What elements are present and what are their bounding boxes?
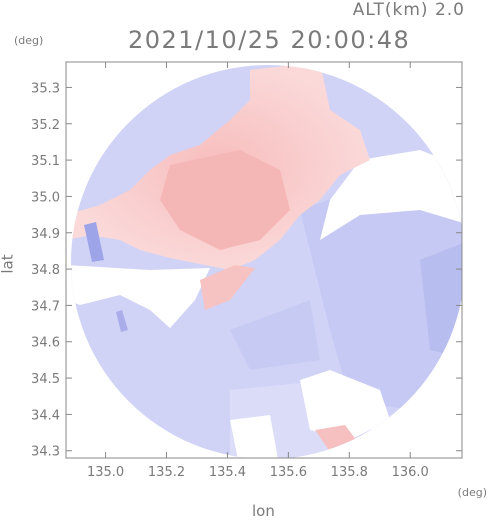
no-data-region xyxy=(230,415,280,458)
strong-negative-velocity-region xyxy=(116,310,128,332)
x-tick-label: 136.0 xyxy=(392,465,429,480)
strong-positive-velocity-region xyxy=(160,150,290,250)
y-tick-label: 34.6 xyxy=(31,336,60,351)
y-tick-label: 34.8 xyxy=(31,263,60,278)
negative-velocity-region xyxy=(230,300,320,370)
y-axis-ticks: 34.3 34.4 34.5 34.6 34.7 34.8 34.9 35.0 35.1 35.2… xyxy=(31,81,462,460)
radar-field xyxy=(71,65,462,458)
no-data-region xyxy=(320,150,462,240)
x-tick-label: 135.6 xyxy=(270,465,307,480)
x-axis-label: lon xyxy=(252,502,275,520)
y-tick-label: 34.3 xyxy=(31,445,60,460)
y-tick-label: 34.9 xyxy=(31,227,60,242)
x-tick-label: 135.0 xyxy=(87,465,124,480)
y-tick-label: 34.7 xyxy=(31,299,60,314)
strong-negative-velocity-region xyxy=(84,222,104,262)
y-tick-label: 34.4 xyxy=(31,408,60,423)
no-data-region xyxy=(300,370,390,440)
y-tick-label: 35.3 xyxy=(31,81,60,96)
x-tick-label: 135.8 xyxy=(331,465,368,480)
y-tick-label: 35.0 xyxy=(31,190,60,205)
x-tick-label: 135.2 xyxy=(148,465,185,480)
altitude-label: ALT(km) 2.0 xyxy=(352,0,465,20)
y-axis-unit: (deg) xyxy=(14,34,44,47)
x-tick-label: 135.4 xyxy=(209,465,246,480)
x-axis-ticks: 135.0 135.2 135.4 135.6 135.8 136.0 xyxy=(87,62,429,480)
datetime-title: 2021/10/25 20:00:48 xyxy=(128,26,411,54)
plot-frame xyxy=(65,61,463,459)
y-tick-label: 34.5 xyxy=(31,372,60,387)
x-axis-unit: (deg) xyxy=(457,486,487,499)
y-tick-label: 35.2 xyxy=(31,118,60,133)
no-data-region xyxy=(71,265,210,328)
y-tick-label: 35.1 xyxy=(31,154,60,169)
positive-velocity-region xyxy=(200,265,255,310)
